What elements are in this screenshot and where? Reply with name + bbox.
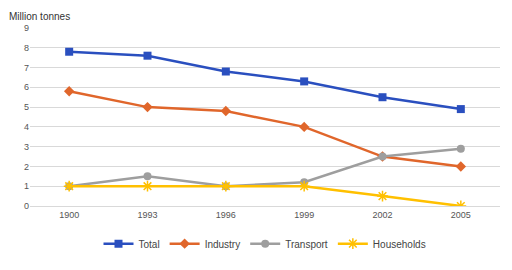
- svg-text:2002: 2002: [372, 210, 392, 220]
- svg-text:4: 4: [24, 122, 29, 132]
- svg-text:1993: 1993: [137, 210, 157, 220]
- svg-text:2005: 2005: [451, 210, 471, 220]
- svg-text:Households: Households: [373, 239, 426, 250]
- svg-text:Transport: Transport: [285, 239, 328, 250]
- svg-text:5: 5: [24, 102, 29, 112]
- svg-text:1900: 1900: [59, 210, 79, 220]
- svg-text:9: 9: [24, 23, 29, 33]
- svg-text:2: 2: [24, 162, 29, 172]
- svg-text:1999: 1999: [294, 210, 314, 220]
- svg-text:Industry: Industry: [205, 239, 241, 250]
- svg-text:6: 6: [24, 82, 29, 92]
- svg-text:0: 0: [24, 201, 29, 211]
- svg-text:1996: 1996: [216, 210, 236, 220]
- svg-text:Million tonnes: Million tonnes: [9, 11, 70, 22]
- svg-text:Total: Total: [139, 239, 160, 250]
- svg-text:8: 8: [24, 43, 29, 53]
- svg-text:1: 1: [24, 181, 29, 191]
- svg-text:3: 3: [24, 142, 29, 152]
- svg-text:7: 7: [24, 63, 29, 73]
